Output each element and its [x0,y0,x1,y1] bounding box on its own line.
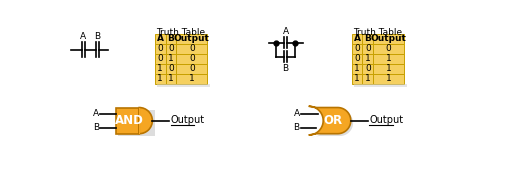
Bar [351,64,362,74]
Text: Output: Output [369,115,402,125]
Text: B: B [92,123,98,132]
Text: 0: 0 [189,44,194,53]
Bar [155,54,165,64]
Text: 1: 1 [157,64,163,73]
Bar [155,34,165,44]
Text: 0: 0 [168,44,174,53]
Bar [353,84,406,87]
FancyBboxPatch shape [118,110,155,136]
Text: B: B [293,123,299,132]
Wedge shape [139,108,152,134]
Text: 0: 0 [354,54,359,63]
Text: Truth Table: Truth Table [352,28,401,37]
Text: B: B [167,34,174,43]
Polygon shape [308,106,350,135]
Bar [351,44,362,54]
Text: Truth Table: Truth Table [156,28,205,37]
Bar [362,74,373,84]
Bar [155,74,165,84]
Text: OR: OR [323,114,342,127]
Bar [176,74,207,84]
Bar [373,34,403,44]
Text: B: B [364,34,371,43]
Bar [155,44,165,54]
Text: A: A [92,109,98,118]
Bar [176,44,207,54]
Text: 0: 0 [364,64,370,73]
Text: 0: 0 [189,64,194,73]
Bar [165,64,176,74]
Text: 1: 1 [189,74,194,83]
Text: A: A [353,34,360,43]
Bar [373,54,403,64]
Text: B: B [282,64,288,73]
Bar [165,44,176,54]
Text: 0: 0 [189,54,194,63]
Text: 0: 0 [157,54,163,63]
Text: 1: 1 [385,74,391,83]
Bar [176,34,207,44]
Bar [362,64,373,74]
Bar [351,34,362,44]
Text: 0: 0 [364,44,370,53]
Bar [165,74,176,84]
Bar [155,64,165,74]
Bar [165,34,176,44]
Text: 0: 0 [168,64,174,73]
Text: A: A [293,109,299,118]
Text: Output: Output [171,115,205,125]
Text: 1: 1 [354,64,359,73]
Text: 1: 1 [364,54,370,63]
Text: 1: 1 [354,74,359,83]
Bar [373,64,403,74]
Text: B: B [94,31,100,41]
Text: Output: Output [174,34,210,43]
Polygon shape [311,109,352,137]
Bar [176,54,207,64]
Text: 1: 1 [168,74,174,83]
Text: 1: 1 [364,74,370,83]
Bar [176,64,207,74]
Text: A: A [80,31,86,41]
Text: 0: 0 [385,44,391,53]
Bar [362,34,373,44]
Text: A: A [157,34,163,43]
Bar [362,54,373,64]
Bar [373,74,403,84]
Text: 1: 1 [385,54,391,63]
Text: Output: Output [370,34,406,43]
Text: 1: 1 [157,74,163,83]
Text: 1: 1 [168,54,174,63]
Bar [351,54,362,64]
Bar [373,44,403,54]
Bar [362,44,373,54]
Bar [138,108,139,134]
Bar [116,108,139,134]
Text: A: A [282,27,288,36]
Bar [165,54,176,64]
Text: AND: AND [115,114,143,127]
Text: 0: 0 [157,44,163,53]
Bar [157,84,209,87]
Text: 0: 0 [354,44,359,53]
Text: 1: 1 [385,64,391,73]
Bar [351,74,362,84]
